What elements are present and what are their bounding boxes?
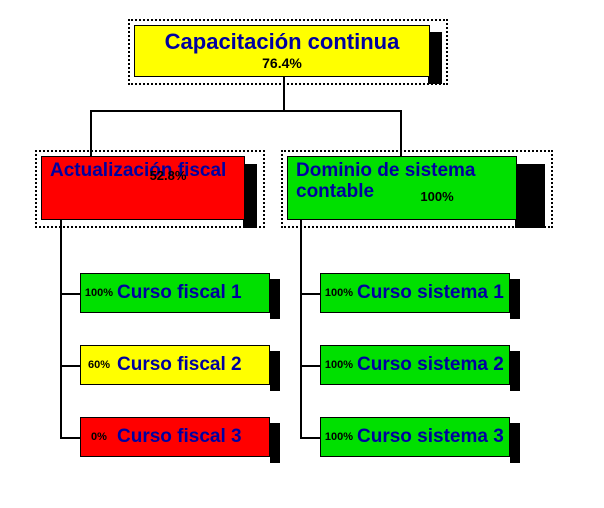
branch-right-shadow: [515, 164, 545, 228]
conn-trunk-left: [60, 220, 62, 437]
root-node: Capacitación continua 76.4%: [134, 25, 430, 77]
conn-stub-r2: [300, 365, 320, 367]
conn-stub-l3: [60, 437, 80, 439]
conn-stub-l2: [60, 365, 80, 367]
leaf-r1-title: Curso sistema 1: [357, 282, 504, 304]
leaf-r3-title: Curso sistema 3: [357, 426, 504, 448]
conn-trunk-right: [300, 220, 302, 437]
leaf-l3-shadow: [270, 423, 280, 463]
root-shadow: [428, 32, 442, 84]
leaf-l1-pct: 100%: [81, 287, 117, 299]
leaf-curso-fiscal-2: 60% Curso fiscal 2: [80, 345, 270, 385]
leaf-curso-sistema-1: 100% Curso sistema 1: [320, 273, 510, 313]
conn-stub-l1: [60, 293, 80, 295]
branch-left-shadow: [243, 164, 257, 228]
conn-branch-right-v: [400, 110, 402, 156]
leaf-r2-shadow: [510, 351, 520, 391]
leaf-r3-pct: 100%: [321, 431, 357, 443]
leaf-l1-title: Curso fiscal 1: [117, 282, 242, 304]
branch-right-percent: 100%: [366, 189, 508, 204]
conn-root-v: [283, 77, 285, 110]
root-title: Capacitación continua: [135, 29, 429, 55]
leaf-r1-pct: 100%: [321, 287, 357, 299]
leaf-l3-pct: 0%: [81, 431, 117, 443]
branch-left-title: Actualización fiscal: [50, 161, 236, 182]
root-percent: 76.4%: [135, 55, 429, 71]
leaf-l1-shadow: [270, 279, 280, 319]
conn-stub-r3: [300, 437, 320, 439]
leaf-r1-shadow: [510, 279, 520, 319]
leaf-l2-title: Curso fiscal 2: [117, 354, 242, 376]
branch-dominio-sistema: Dominio de sistema contable 100%: [287, 156, 517, 220]
conn-stub-r1: [300, 293, 320, 295]
leaf-l2-shadow: [270, 351, 280, 391]
leaf-r3-shadow: [510, 423, 520, 463]
leaf-curso-sistema-3: 100% Curso sistema 3: [320, 417, 510, 457]
leaf-r2-title: Curso sistema 2: [357, 354, 504, 376]
branch-actualizacion-fiscal: Actualización fiscal 52.8%: [41, 156, 245, 220]
conn-horiz: [90, 110, 402, 112]
conn-branch-left-v: [90, 110, 92, 156]
leaf-curso-fiscal-1: 100% Curso fiscal 1: [80, 273, 270, 313]
leaf-r2-pct: 100%: [321, 359, 357, 371]
leaf-curso-sistema-2: 100% Curso sistema 2: [320, 345, 510, 385]
leaf-l2-pct: 60%: [81, 359, 117, 371]
leaf-l3-title: Curso fiscal 3: [117, 426, 242, 448]
leaf-curso-fiscal-3: 0% Curso fiscal 3: [80, 417, 270, 457]
